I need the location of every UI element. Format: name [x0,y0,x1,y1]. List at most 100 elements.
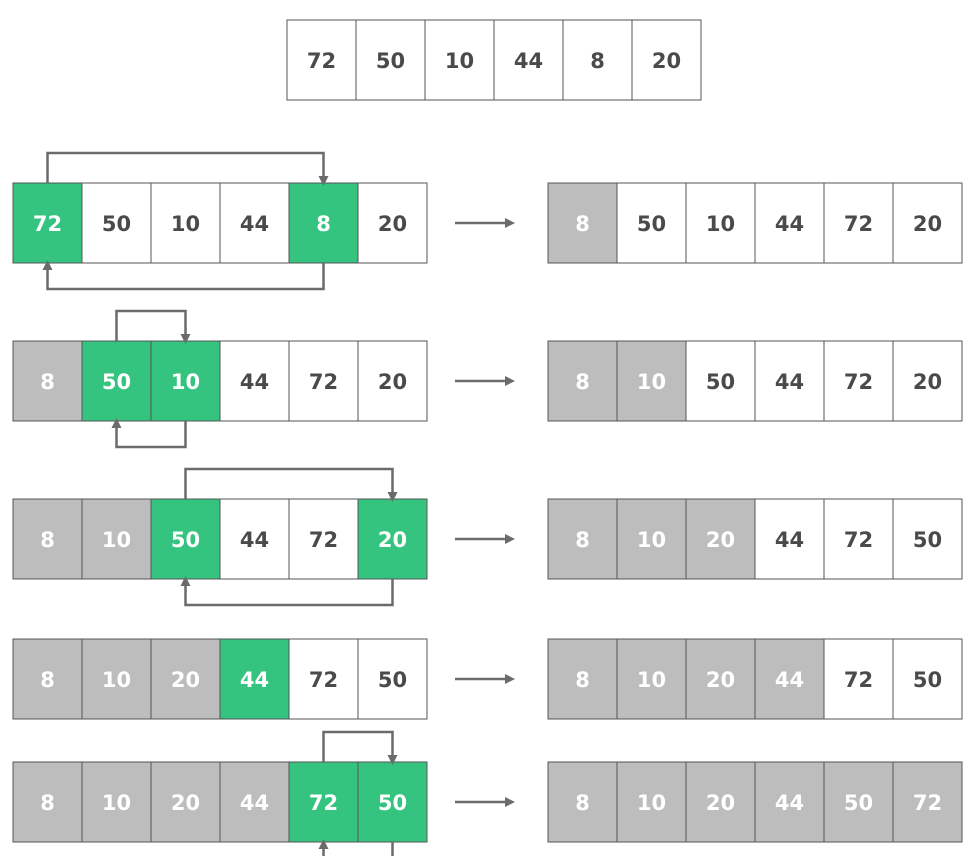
array-cell [547,182,618,264]
cell-value: 8 [316,212,331,236]
cell-value: 20 [913,212,942,236]
array-cell [823,498,894,580]
array-cell [150,761,221,843]
array-cell [685,638,756,720]
step-1-after: 8 50 10 44 72 20 [547,182,963,264]
array-cell [219,761,290,843]
cell-value: 72 [844,668,873,692]
cell-value: 10 [637,791,666,815]
step-5-before: 8 10 20 44 72 50 [12,761,428,843]
array-cell [547,761,618,843]
cell-value: 20 [706,528,735,552]
cell-value: 10 [171,212,200,236]
cell-value: 50 [378,668,407,692]
array-cell [288,498,359,580]
array-cell [754,182,825,264]
array-cell [562,19,633,101]
array-cell [616,638,687,720]
cell-value: 10 [637,528,666,552]
array-cell [547,340,618,422]
cell-value: 72 [844,212,873,236]
cell-value: 10 [637,370,666,394]
array-cell [288,638,359,720]
step-4-before: 8 10 20 44 72 50 [12,638,428,720]
array-cell [424,19,495,101]
array-cell [892,498,963,580]
cell-value: 72 [844,370,873,394]
cell-value: 44 [240,212,269,236]
array-cell [219,182,290,264]
cell-value: 20 [706,791,735,815]
cell-value: 20 [913,370,942,394]
cell-value: 50 [102,212,131,236]
cell-value: 8 [40,528,55,552]
swap-arrow-bottom [42,260,325,291]
cell-value: 20 [706,668,735,692]
cell-value: 72 [307,49,336,73]
cell-value: 50 [706,370,735,394]
cell-value: 10 [706,212,735,236]
cell-value: 50 [844,791,873,815]
cell-value: 10 [102,791,131,815]
array-cell [81,340,152,422]
cell-value: 10 [637,668,666,692]
cell-value: 72 [913,791,942,815]
array-cell [150,182,221,264]
cell-value: 72 [33,212,62,236]
array-cell [823,182,894,264]
cell-value: 50 [378,791,407,815]
arrows-layer [42,151,515,856]
cell-value: 44 [775,212,804,236]
cell-value: 20 [378,370,407,394]
cell-value: 50 [913,668,942,692]
array-cell [219,340,290,422]
cell-value: 20 [171,791,200,815]
array-cell [286,19,357,101]
swap-arrow-top [322,730,398,765]
swap-arrow-top [184,467,398,502]
cell-value: 8 [590,49,605,73]
swap-arrow-top [46,151,329,186]
cell-value: 10 [102,528,131,552]
cell-value: 44 [775,668,804,692]
cell-value: 44 [240,668,269,692]
swap-arrow-bottom [180,576,394,607]
cell-value: 10 [171,370,200,394]
swap-arrow-top [115,309,191,344]
cell-value: 20 [652,49,681,73]
cell-value: 44 [240,528,269,552]
array-cell [631,19,702,101]
array-cell [81,761,152,843]
step-3-after: 8 10 20 44 72 50 [547,498,963,580]
cell-value: 72 [844,528,873,552]
cell-value: 10 [445,49,474,73]
array-cell [357,182,428,264]
array-cell [616,182,687,264]
cell-value: 72 [309,668,338,692]
array-cell [357,638,428,720]
array-cell [150,638,221,720]
cell-value: 50 [637,212,666,236]
cell-value: 8 [575,212,590,236]
cell-value: 10 [102,668,131,692]
array-cell [754,340,825,422]
cell-value: 20 [378,528,407,552]
array-cell [754,498,825,580]
array-cell [616,498,687,580]
array-cell [823,340,894,422]
array-cell [219,638,290,720]
cell-value: 50 [913,528,942,552]
array-cell [616,761,687,843]
array-cell [288,340,359,422]
step-1-before: 72 50 10 44 8 20 [12,182,428,264]
cell-value: 72 [309,370,338,394]
cell-value: 8 [575,791,590,815]
cell-value: 44 [775,791,804,815]
array-cell [754,761,825,843]
array-cell [493,19,564,101]
cell-value: 44 [240,370,269,394]
cell-value: 8 [40,370,55,394]
cell-value: 8 [40,791,55,815]
step-2-after: 8 10 50 44 72 20 [547,340,963,422]
